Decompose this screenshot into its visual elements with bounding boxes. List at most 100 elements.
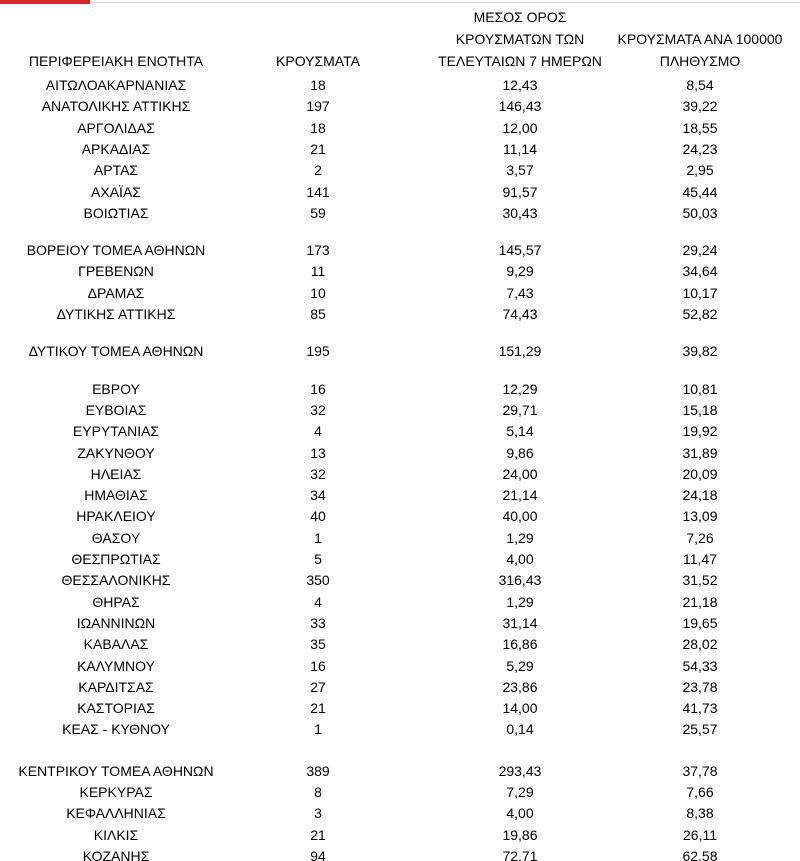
table-cell: 24,00 xyxy=(502,465,538,482)
table-cell: 32 xyxy=(310,465,326,482)
table-cell: 40,00 xyxy=(502,508,538,525)
column-header: ΜΕΣΟΣ ΟΡΟΣ ΚΡΟΥΣΜΑΤΩΝ ΤΩΝ ΤΕΛΕΥΤΑΙΩΝ 7 Η… xyxy=(438,9,602,69)
table-cell: 20,09 xyxy=(682,465,718,482)
table-cell: 25,57 xyxy=(682,721,718,738)
table-cell: 19,86 xyxy=(502,826,538,843)
table-cell: 350 xyxy=(306,572,330,589)
region-name: ΙΩΑΝΝΙΝΩΝ xyxy=(76,614,156,631)
region-name: ΚΑΡΔΙΤΣΑΣ xyxy=(78,678,154,695)
table-cell: 18 xyxy=(310,119,326,136)
table-cell: 13 xyxy=(310,444,326,461)
region-name: ΚΙΛΚΙΣ xyxy=(93,826,139,843)
top-rule xyxy=(90,2,800,3)
table-cell: 31,89 xyxy=(682,444,718,461)
table-cell: 9,86 xyxy=(506,444,534,461)
table-cell: 11,47 xyxy=(683,551,717,567)
table-cell: 12,00 xyxy=(502,119,538,136)
region-name: ΔΥΤΙΚΗΣ ΑΤΤΙΚΗΣ xyxy=(56,306,176,322)
region-name: ΚΕΑΣ - ΚΥΘΝΟΥ xyxy=(62,721,170,738)
table-cell: 91,57 xyxy=(502,183,538,200)
table-cell: 31,14 xyxy=(502,614,538,631)
region-name: ΚΕΦΑΛΛΗΝΙΑΣ xyxy=(66,805,166,822)
region-name: ΘΕΣΠΡΩΤΙΑΣ xyxy=(71,551,161,567)
table-cell: 45,44 xyxy=(682,183,718,200)
table-cell: 19,65 xyxy=(682,614,718,631)
table-cell: 7,66 xyxy=(686,784,714,800)
table-cell: 29,24 xyxy=(682,242,718,259)
table-cell: 2 xyxy=(314,162,322,179)
region-name: ΓΡΕΒΕΝΩΝ xyxy=(78,263,154,280)
table-cell: 27 xyxy=(310,678,326,695)
table-cell: 39,82 xyxy=(682,343,718,360)
table-cell: 85 xyxy=(310,306,326,322)
table-cell: 5,29 xyxy=(506,657,534,674)
table-cell: 146,43 xyxy=(498,98,542,115)
table-cell: 32 xyxy=(310,401,326,418)
region-name: ΕΥΒΟΙΑΣ xyxy=(85,401,147,418)
table-cell: 8,38 xyxy=(686,805,714,822)
table-cell: 4 xyxy=(314,593,322,610)
table-cell: 10 xyxy=(310,284,326,301)
region-name: ΔΥΤΙΚΟΥ ΤΟΜΕΑ ΑΘΗΝΩΝ xyxy=(28,343,204,360)
region-name: ΚΕΡΚΥΡΑΣ xyxy=(79,784,153,800)
region-name: ΑΡΓΟΛΙΔΑΣ xyxy=(77,119,155,136)
table-cell: 21 xyxy=(310,700,326,717)
table-cell: 10,81 xyxy=(682,380,718,397)
table-cell: 21,18 xyxy=(682,593,718,610)
table-cell: 21,14 xyxy=(502,487,538,504)
column-header: ΚΡΟΥΣΜΑΤΑ xyxy=(276,53,360,69)
table-cell: 195 xyxy=(306,343,330,360)
region-name: ΚΕΝΤΡΙΚΟΥ ΤΟΜΕΑ ΑΘΗΝΩΝ xyxy=(18,762,214,779)
table-cell: 11,14 xyxy=(503,140,537,157)
table-cell: 12,43 xyxy=(502,77,538,93)
region-name: ΚΑΒΑΛΑΣ xyxy=(83,636,149,653)
table-cell: 26,11 xyxy=(683,826,717,843)
table-cell: 7,43 xyxy=(506,284,534,301)
table-cell: 35 xyxy=(310,636,326,653)
table-cell: 19,92 xyxy=(682,423,718,440)
table-cell: 29,71 xyxy=(502,401,538,418)
table-cell: 1 xyxy=(314,529,322,546)
region-name: ΘΑΣΟΥ xyxy=(91,529,141,546)
region-name: ΑΝΑΤΟΛΙΚΗΣ ΑΤΤΙΚΗΣ xyxy=(41,98,191,115)
column-header: ΚΡΟΥΣΜΑΤΑ ΑΝΑ 100000 ΠΛΗΘΥΣΜΟ xyxy=(617,31,783,69)
table-cell: 1 xyxy=(314,721,322,738)
region-name: ΚΑΣΤΟΡΙΑΣ xyxy=(77,700,155,717)
table-cell: 62,58 xyxy=(682,847,718,861)
region-name: ΚΟΖΑΝΗΣ xyxy=(82,847,150,861)
table-cell: 145,57 xyxy=(498,242,542,259)
region-name: ΒΟΡΕΙΟΥ ΤΟΜΕΑ ΑΘΗΝΩΝ xyxy=(26,242,206,259)
region-name: ΗΡΑΚΛΕΙΟΥ xyxy=(76,508,156,525)
region-name: ΗΜΑΘΙΑΣ xyxy=(84,487,148,504)
table-cell: 34,64 xyxy=(682,263,718,280)
table-cell: 18 xyxy=(310,77,326,93)
table-cell: 5,14 xyxy=(506,423,534,440)
table-cell: 40 xyxy=(310,508,326,525)
table-cell: 94 xyxy=(310,847,326,861)
table-cell: 50,03 xyxy=(682,204,718,221)
column-header: ΠΕΡΙΦΕΡΕΙΑΚΗ ΕΝΟΤΗΤΑ xyxy=(28,53,204,69)
table-cell: 3 xyxy=(314,805,322,822)
region-name: ΑΡΚΑΔΙΑΣ xyxy=(81,140,151,157)
table-cell: 16 xyxy=(310,380,326,397)
table-cell: 389 xyxy=(306,762,330,779)
table-cell: 72,71 xyxy=(502,847,538,861)
table-cell: 37,78 xyxy=(682,762,718,779)
table-cell: 14,00 xyxy=(502,700,538,717)
table-cell: 21 xyxy=(310,140,326,157)
table-cell: 11 xyxy=(310,263,326,280)
table-cell: 7,29 xyxy=(506,784,534,800)
region-name: ΑΧΑΪΑΣ xyxy=(91,183,141,200)
region-name: ΘΕΣΣΑΛΟΝΙΚΗΣ xyxy=(61,572,171,589)
table-cell: 4 xyxy=(314,423,322,440)
table-cell: 54,33 xyxy=(682,657,718,674)
region-name: ΗΛΕΙΑΣ xyxy=(90,465,142,482)
table-cell: 23,78 xyxy=(682,678,718,695)
table-cell: 23,86 xyxy=(502,678,538,695)
table-cell: 33 xyxy=(310,614,326,631)
region-name: ΘΗΡΑΣ xyxy=(92,593,140,610)
table-cell: 2,95 xyxy=(686,162,714,179)
region-name: ΖΑΚΥΝΘΟΥ xyxy=(77,444,155,461)
region-name: ΔΡΑΜΑΣ xyxy=(87,284,145,301)
